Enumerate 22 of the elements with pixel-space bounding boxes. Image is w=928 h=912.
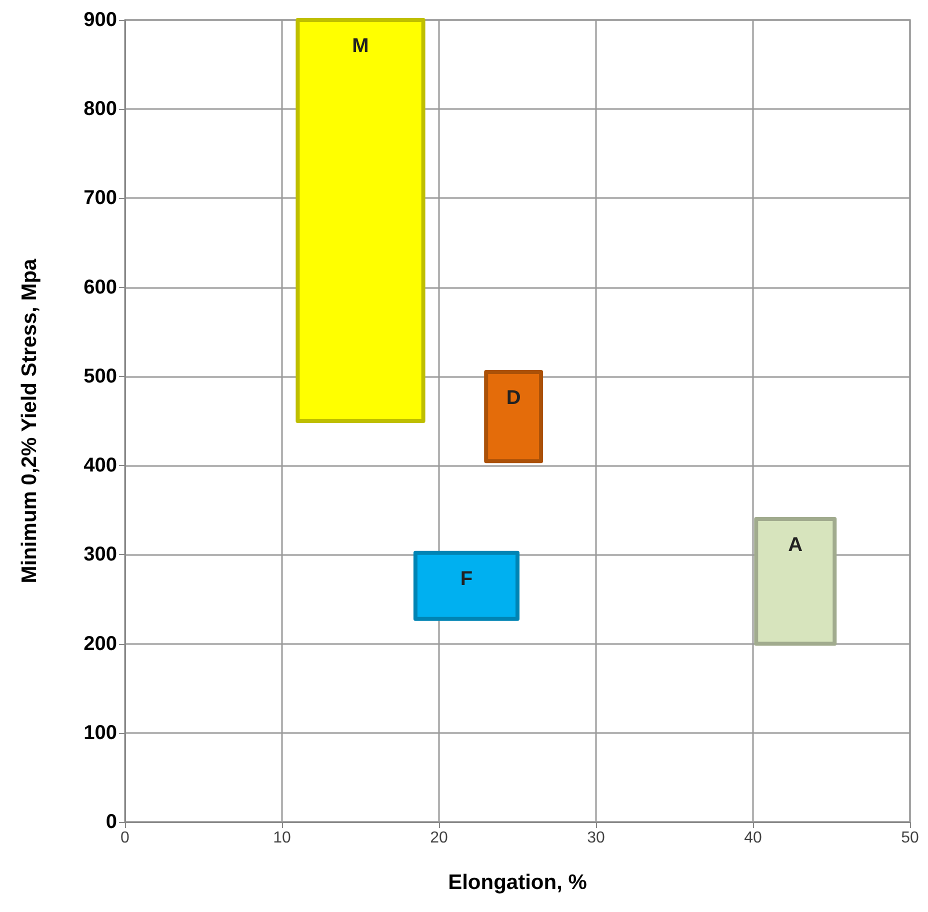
- series-label: M: [352, 35, 369, 57]
- y-tick-label: 800: [84, 98, 117, 120]
- y-tick-label: 600: [84, 276, 117, 298]
- y-axis-title: Minimum 0,2% Yield Stress, Mpa: [18, 258, 41, 584]
- y-tick-label: 400: [84, 454, 117, 477]
- y-tick-label: 300: [84, 544, 117, 566]
- y-tick-label: 500: [84, 365, 117, 388]
- series-label: A: [788, 534, 803, 556]
- y-tick-label: 700: [84, 187, 117, 210]
- y-tick-label: 100: [84, 722, 117, 744]
- x-tick-label: 10: [273, 830, 291, 846]
- x-axis-title: Elongation, %: [448, 871, 588, 894]
- x-tick-label: 30: [587, 830, 605, 846]
- y-tick-label: 0: [106, 811, 117, 833]
- y-tick-label: 200: [84, 632, 117, 655]
- x-tick-label: 50: [901, 830, 919, 846]
- x-tick-label: 0: [120, 830, 130, 846]
- series-label: F: [460, 568, 473, 590]
- x-tick-label: 20: [430, 830, 448, 846]
- x-tick-label: 40: [744, 830, 762, 846]
- y-tick-label: 900: [84, 9, 117, 31]
- series-label: D: [506, 386, 521, 409]
